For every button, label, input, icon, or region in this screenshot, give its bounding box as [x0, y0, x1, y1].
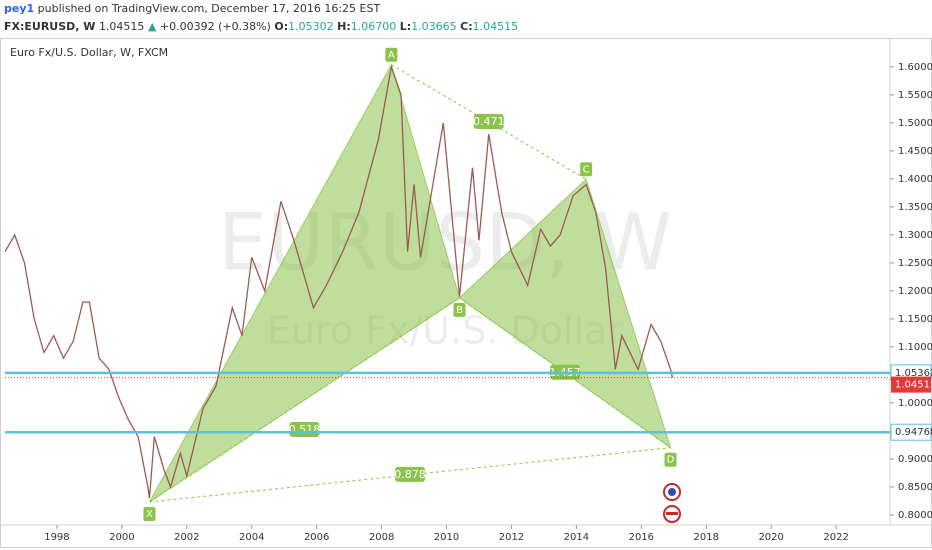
y-tick-label: 1.35000: [898, 202, 932, 213]
close: 1.04515: [472, 20, 519, 33]
point-label: D: [667, 455, 675, 466]
y-tick-label: 1.00000: [898, 398, 932, 409]
y-tick-label: 1.15000: [898, 314, 932, 325]
x-tick-label: 2010: [434, 532, 459, 543]
x-tick-label: 2014: [564, 532, 589, 543]
quote-line: FX:EURUSD, W 1.04515 ▲ +0.00392 (+0.38%)…: [4, 20, 518, 33]
x-tick-label: 2022: [823, 532, 848, 543]
last-price-label: 1.04515: [895, 380, 932, 391]
last: 1.04515: [98, 20, 145, 33]
open-label: O:: [274, 20, 289, 33]
low: 1.03665: [411, 20, 457, 33]
x-tick-label: 2018: [694, 532, 719, 543]
event-icon-inner: [668, 488, 676, 496]
x-tick-label: 1998: [44, 532, 69, 543]
point-label: X: [146, 509, 153, 520]
x-tick-label: 2016: [629, 532, 654, 543]
last-price-tag: [891, 376, 931, 393]
change: +0.00392 (+0.38%): [159, 20, 271, 33]
y-tick-label: 1.60000: [898, 62, 932, 73]
x-tick-label: 2008: [369, 532, 394, 543]
point-badge: [580, 162, 593, 177]
x-tick-label: 2000: [109, 532, 134, 543]
x-tick-label: 2004: [239, 532, 264, 543]
low-label: L:: [399, 20, 412, 33]
chart-title: Euro Fx/U.S. Dollar, W, FXCM: [10, 46, 168, 59]
y-tick-label: 1.20000: [898, 286, 932, 297]
ratio-label: 0.518: [289, 423, 321, 436]
y-tick-label: 0.90000: [898, 454, 932, 465]
ratio-label: 0.878: [394, 468, 426, 481]
pattern-triangle: [149, 63, 461, 503]
y-tick-label: 1.25000: [898, 258, 932, 269]
x-tick-label: 2002: [174, 532, 199, 543]
ratio-badge: [395, 466, 426, 482]
level-tag: [890, 423, 932, 441]
y-tick-label: 1.55000: [898, 90, 932, 101]
point-badge: [385, 47, 398, 62]
point-label: C: [583, 164, 590, 175]
y-tick-label: 1.45000: [898, 146, 932, 157]
event-icon-inner: [666, 512, 678, 515]
y-tick-label: 1.40000: [898, 174, 932, 185]
symbol: FX:EURUSD, W: [4, 20, 96, 33]
close-label: C:: [460, 20, 473, 33]
point-label: A: [388, 50, 395, 61]
header-line: pey1 published on TradingView.com, Decem…: [4, 2, 380, 15]
x-tick-label: 2012: [499, 532, 524, 543]
ratio-label: 0.471: [473, 115, 505, 128]
level-tag-label: 0.94768: [895, 427, 932, 438]
high: 1.06700: [350, 20, 397, 33]
y-tick-label: 1.30000: [898, 230, 932, 241]
ratio-badge: [473, 114, 504, 130]
high-label: H:: [337, 20, 351, 33]
pattern-leg: [391, 64, 587, 180]
y-tick-label: 1.10000: [898, 342, 932, 353]
x-tick-label: 2006: [304, 532, 329, 543]
open: 1.05302: [288, 20, 334, 33]
y-tick-label: 1.50000: [898, 118, 932, 129]
x-tick-label: 2020: [758, 532, 783, 543]
level-tag-label: 1.05362: [895, 368, 932, 379]
point-label: B: [456, 305, 463, 316]
author[interactable]: pey1: [4, 2, 35, 15]
published: published on TradingView.com, December 1…: [37, 2, 381, 15]
point-badge: [453, 302, 466, 317]
arrow: ▲: [147, 20, 157, 33]
point-badge: [664, 452, 677, 467]
point-badge: [143, 507, 156, 522]
price-line: [4, 64, 674, 499]
chart: Euro Fx/U.S. Dollar, W, FXCM EURUSD, W E…: [0, 38, 932, 548]
pattern-leg: [459, 297, 671, 449]
pattern-leg: [149, 297, 460, 503]
